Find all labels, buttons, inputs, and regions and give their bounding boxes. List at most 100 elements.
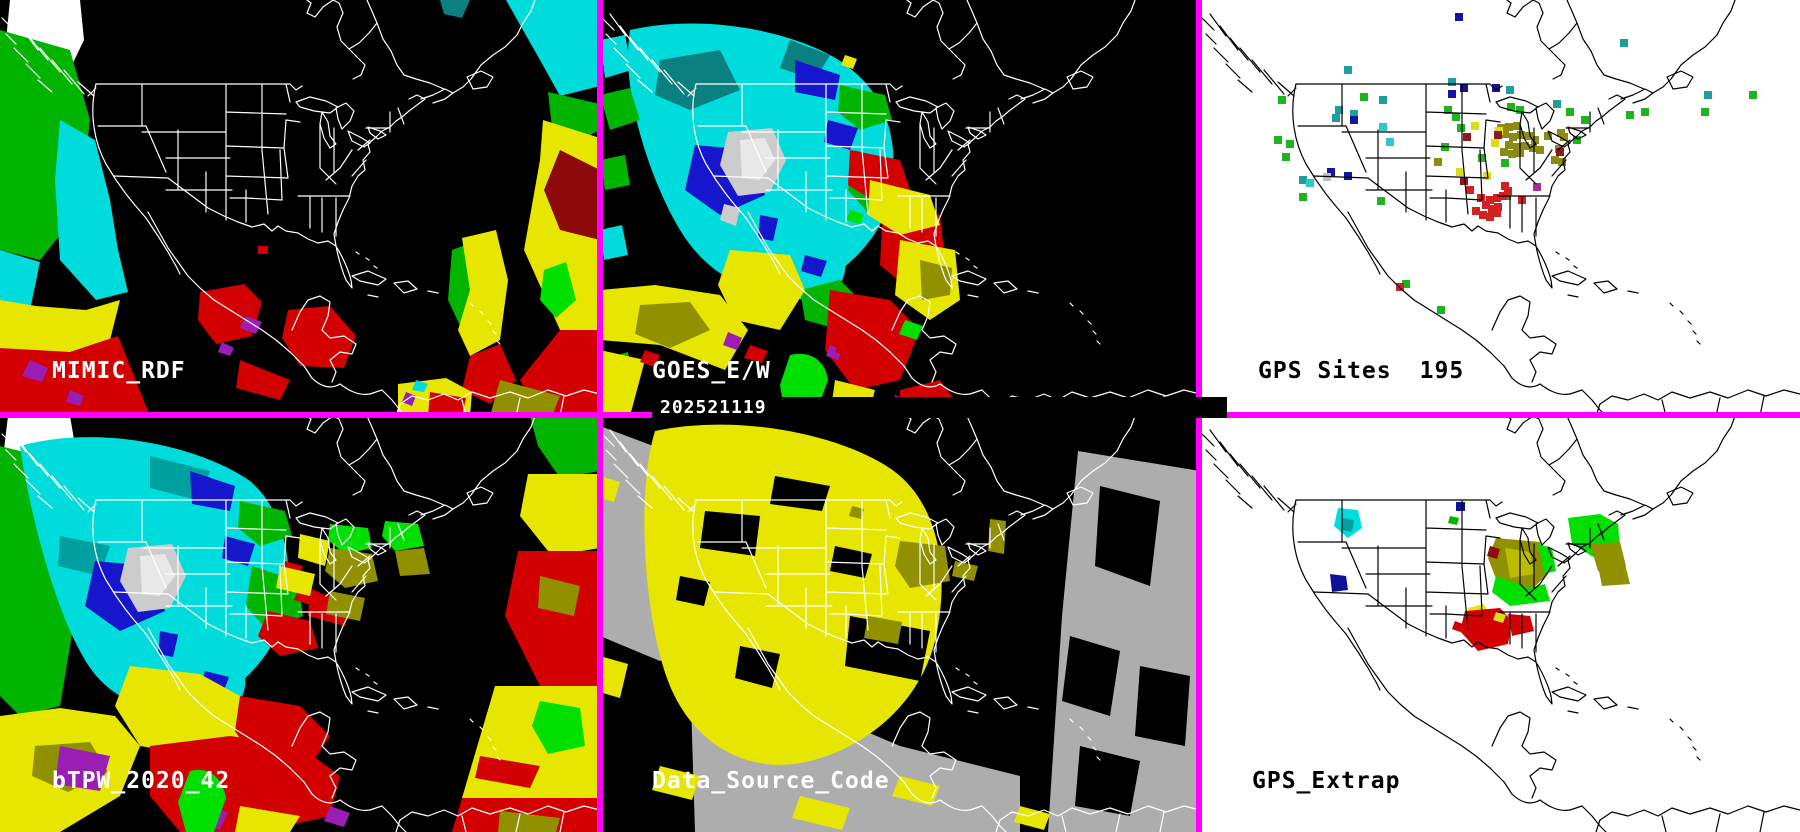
gps-site-marker xyxy=(1521,142,1529,150)
btpw-label: bTPW_2020_42 xyxy=(52,768,231,794)
gps-site-marker xyxy=(1493,194,1501,202)
gps-site-marker xyxy=(1460,177,1468,185)
goes-ew-label: GOES_E/W xyxy=(652,358,771,384)
gps-sites-label-text: GPS Sites xyxy=(1258,358,1392,384)
gps-site-marker xyxy=(1505,141,1513,149)
gps-site-marker xyxy=(1531,136,1539,144)
gps-site-marker xyxy=(1488,205,1496,213)
gps-site-marker xyxy=(1501,159,1509,167)
separator-horizontal-right xyxy=(1227,412,1800,418)
gps-site-marker xyxy=(1566,108,1574,116)
gps-site-marker xyxy=(1525,132,1533,140)
panel-mimic-rdf[interactable]: MIMIC_RDF xyxy=(0,0,600,416)
gps-sites-map xyxy=(1200,0,1800,416)
gps-site-marker xyxy=(1377,197,1385,205)
gps-site-marker xyxy=(1504,187,1512,195)
gps-site-marker xyxy=(1457,124,1465,132)
gps-site-marker xyxy=(1558,158,1566,166)
gps-site-marker xyxy=(1477,194,1485,202)
gps-site-marker xyxy=(1701,108,1709,116)
gps-site-marker xyxy=(1379,123,1387,131)
gps-site-marker xyxy=(1517,131,1525,139)
gps-site-marker xyxy=(1478,154,1486,162)
panel-gps-extrap[interactable]: GPS_Extrap xyxy=(1200,416,1800,832)
data-source-code-label: Data_Source_Code xyxy=(652,768,890,794)
gps-site-marker xyxy=(1491,139,1499,147)
gps-site-marker xyxy=(1508,150,1516,158)
gps-site-marker xyxy=(1501,182,1509,190)
gps-site-marker xyxy=(1306,179,1314,187)
gps-site-marker xyxy=(1472,207,1480,215)
gps-site-marker xyxy=(1641,108,1649,116)
gps-site-marker xyxy=(1486,196,1494,204)
date-bar: 202521119 xyxy=(652,397,1227,418)
gps-site-marker xyxy=(1278,96,1286,104)
panel-gps-sites[interactable]: GPS Sites 195 xyxy=(1200,0,1800,416)
gps-site-marker xyxy=(1452,113,1460,121)
gps-site-marker xyxy=(1479,211,1487,219)
gps-site-marker xyxy=(1350,116,1358,124)
gps-site-marker xyxy=(1544,132,1552,140)
gps-site-marker xyxy=(1455,13,1463,21)
gps-site-marker xyxy=(1448,90,1456,98)
gps-site-marker xyxy=(1444,106,1452,114)
gps-site-marker xyxy=(1551,156,1559,164)
mimic-rdf-label: MIMIC_RDF xyxy=(52,358,186,384)
btpw-map xyxy=(0,416,600,832)
gps-site-marker xyxy=(1556,148,1564,156)
mimic-rdf-map xyxy=(0,0,600,416)
gps-site-marker xyxy=(1274,136,1282,144)
gps-site-marker xyxy=(1513,143,1521,151)
panel-goes-ew[interactable]: GOES_E/W xyxy=(600,0,1200,416)
gps-site-marker xyxy=(1529,144,1537,152)
gps-site-marker xyxy=(1463,133,1471,141)
gps-site-marker xyxy=(1379,96,1387,104)
gps-site-marker xyxy=(1560,133,1568,141)
gps-extrap-map xyxy=(1200,416,1800,832)
gps-site-marker xyxy=(1492,84,1500,92)
gps-site-marker xyxy=(1581,116,1589,124)
gps-site-marker xyxy=(1327,168,1335,176)
gps-site-marker xyxy=(1386,138,1394,146)
gps-site-marker xyxy=(1332,114,1340,122)
gps-site-marker xyxy=(1573,136,1581,144)
gps-site-marker xyxy=(1516,106,1524,114)
gps-site-marker xyxy=(1506,86,1514,94)
gps-sites-label: GPS Sites 195 xyxy=(1258,358,1464,384)
gps-site-marker xyxy=(1437,306,1445,314)
gps-site-marker xyxy=(1299,176,1307,184)
gps-site-marker xyxy=(1486,213,1494,221)
gps-site-marker xyxy=(1471,122,1479,130)
gps-sites-count: 195 xyxy=(1419,358,1465,384)
data-source-code-map xyxy=(600,416,1200,832)
gps-site-marker xyxy=(1282,153,1290,161)
gps-site-marker xyxy=(1620,39,1628,47)
gps-site-marker xyxy=(1434,158,1442,166)
gps-site-marker xyxy=(1704,91,1712,99)
panel-data-source-code[interactable]: Data_Source_Code xyxy=(600,416,1200,832)
gps-site-marker xyxy=(1402,280,1410,288)
panel-btpw[interactable]: bTPW_2020_42 xyxy=(0,416,600,832)
gps-site-marker xyxy=(1396,283,1404,291)
gps-site-marker xyxy=(1749,91,1757,99)
gps-site-marker xyxy=(1494,203,1502,211)
gps-site-marker xyxy=(1513,122,1521,130)
gps-site-marker xyxy=(1505,123,1513,131)
gps-site-marker xyxy=(1533,183,1541,191)
gps-site-marker xyxy=(1286,140,1294,148)
separator-horizontal-left xyxy=(0,412,652,418)
gps-site-marker xyxy=(1299,193,1307,201)
gps-site-marker xyxy=(1494,131,1502,139)
gps-site-marker xyxy=(1536,146,1544,154)
gps-site-marker xyxy=(1493,209,1501,217)
gps-site-marker xyxy=(1500,148,1508,156)
gps-site-marker xyxy=(1448,78,1456,86)
gps-site-marker xyxy=(1626,111,1634,119)
gps-site-marker xyxy=(1553,100,1561,108)
gps-site-marker xyxy=(1335,106,1343,114)
gps-site-marker xyxy=(1460,84,1468,92)
gps-site-marker xyxy=(1360,93,1368,101)
goes-ew-map xyxy=(600,0,1200,416)
gps-site-marker xyxy=(1501,130,1509,138)
